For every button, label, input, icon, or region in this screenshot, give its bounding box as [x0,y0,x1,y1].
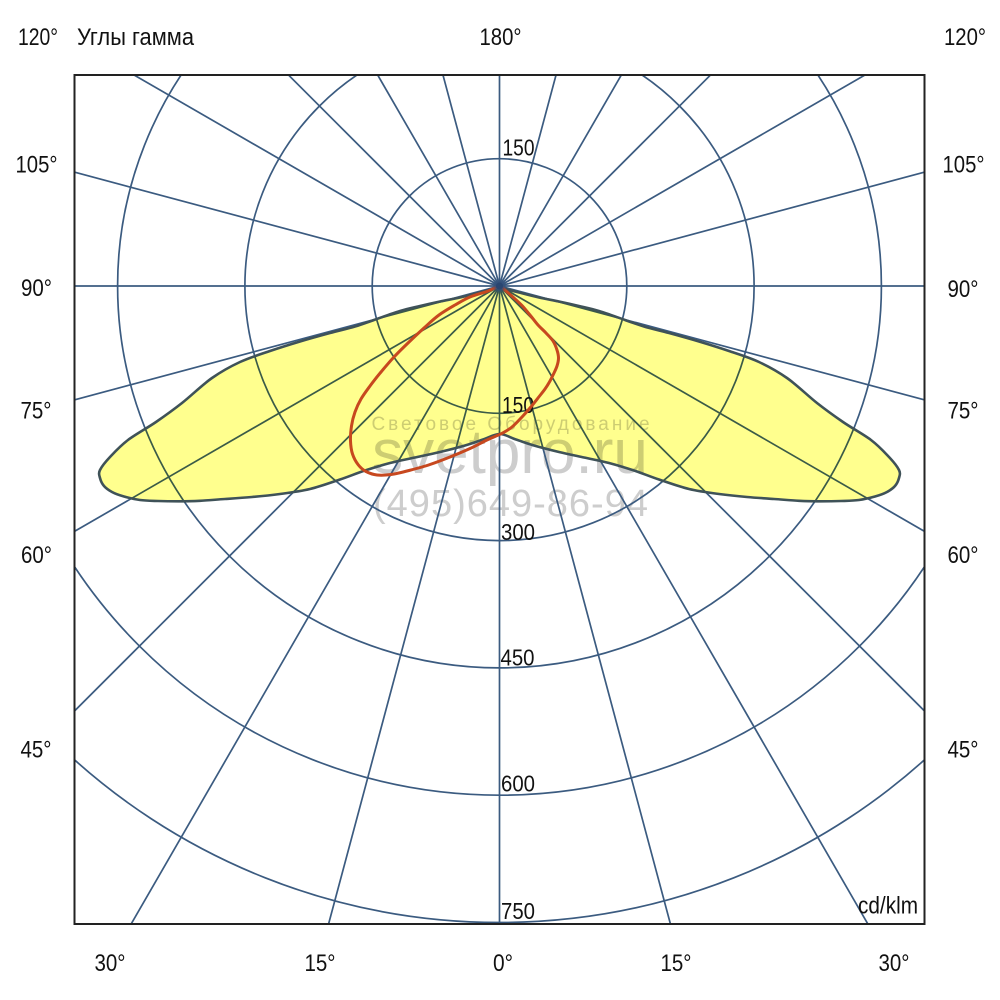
svg-text:30°: 30° [95,950,126,977]
svg-text:450: 450 [501,645,535,671]
svg-text:600: 600 [501,771,535,797]
svg-text:180°: 180° [480,24,522,51]
svg-text:45°: 45° [21,737,52,764]
svg-text:60°: 60° [21,542,52,569]
svg-text:150: 150 [502,392,534,418]
svg-text:90°: 90° [948,276,979,303]
svg-text:90°: 90° [21,275,52,302]
svg-text:30°: 30° [879,950,910,977]
svg-text:cd/klm: cd/klm [858,893,918,920]
svg-text:750: 750 [501,898,535,924]
svg-text:75°: 75° [948,398,979,425]
svg-text:105°: 105° [16,152,58,179]
svg-text:(495)649-86-94: (495)649-86-94 [373,483,649,525]
svg-text:120°: 120° [18,24,58,51]
svg-text:75°: 75° [21,398,52,425]
svg-text:105°: 105° [943,152,985,179]
svg-text:45°: 45° [948,737,979,764]
svg-text:Углы гамма: Углы гамма [77,24,195,51]
svg-text:0°: 0° [493,950,513,977]
svg-text:60°: 60° [948,542,979,569]
svg-text:300: 300 [501,519,535,545]
svg-text:150: 150 [503,135,535,161]
svg-text:120°: 120° [944,24,986,51]
svg-text:15°: 15° [661,950,692,977]
svg-text:15°: 15° [305,950,336,977]
